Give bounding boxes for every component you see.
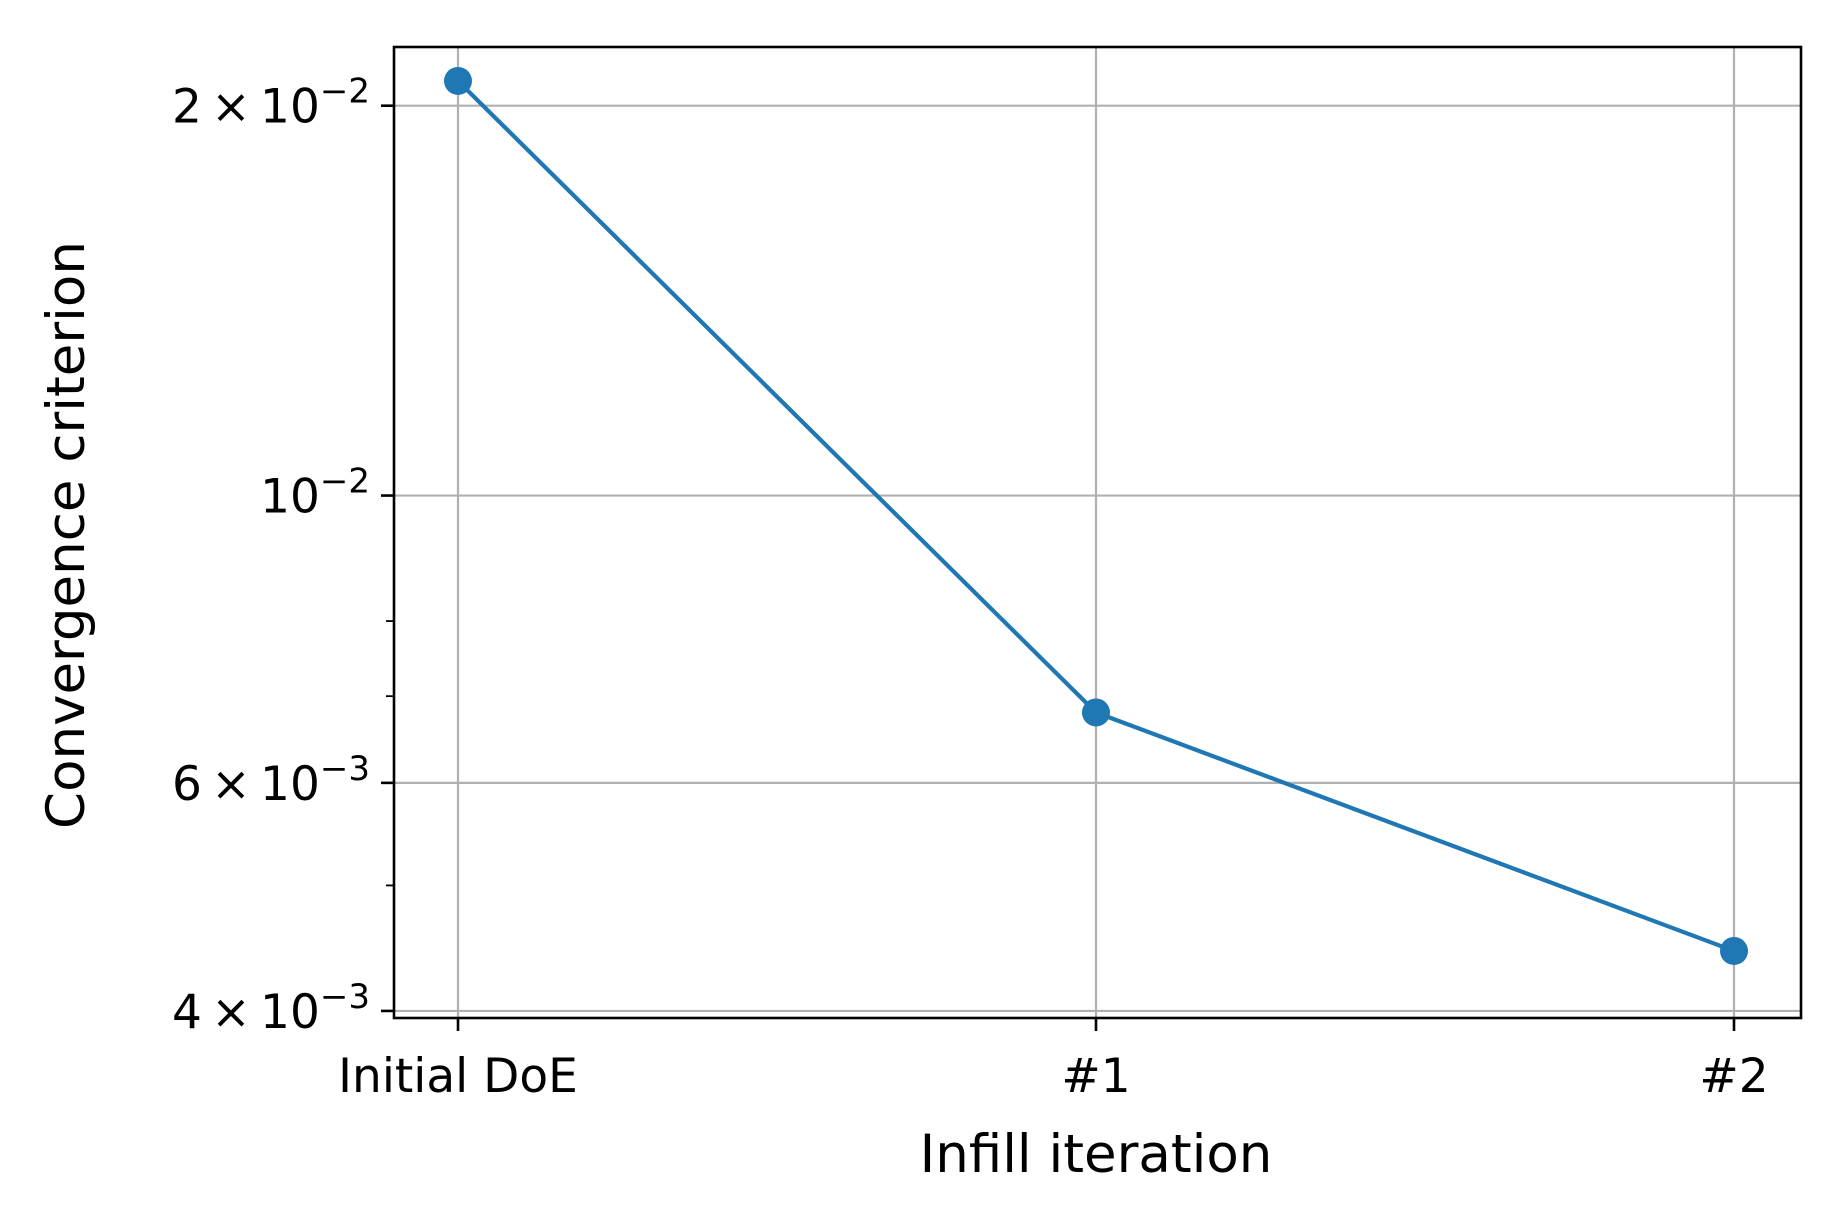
y-tick-label: 10−2 <box>260 462 370 525</box>
series-layer <box>444 66 1748 965</box>
data-point <box>1720 936 1748 965</box>
y-tick-label: 2 × 10−2 <box>172 72 370 135</box>
plot-area-frame <box>392 45 1803 1020</box>
x-tick-label: #2 <box>1699 1049 1768 1104</box>
data-point <box>1082 698 1110 727</box>
x-tick-label: #1 <box>1061 1049 1130 1104</box>
x-axis-title: Infill iteration <box>920 1124 1273 1185</box>
y-axis-title: Convergence criterion <box>36 241 97 829</box>
y-tick-label: 4 × 10−3 <box>172 977 370 1040</box>
data-point <box>444 66 472 95</box>
ticks-layer: Initial DoE #1 #2 2 × 10−2 10−2 6 × 10−3 4 × 1… <box>172 72 1769 1104</box>
grid-layer <box>394 47 1801 1018</box>
y-tick-label: 6 × 10−3 <box>172 749 370 812</box>
x-tick-label: Initial DoE <box>338 1049 578 1104</box>
